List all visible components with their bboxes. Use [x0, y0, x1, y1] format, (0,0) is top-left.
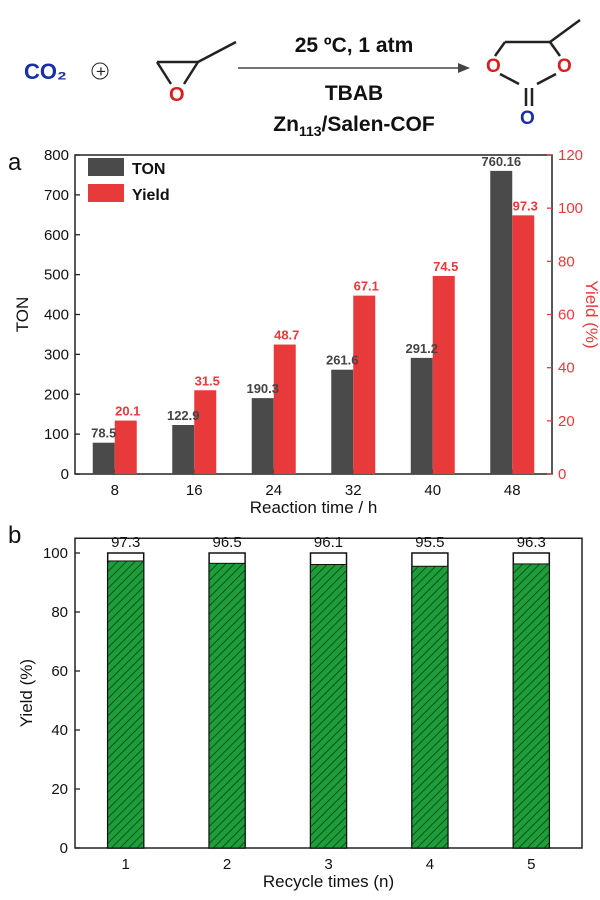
- y-tick-label-a: 700: [44, 187, 69, 204]
- reaction-scheme: CO₂ + O 25 ºC, 1 atm TBAB Zn113/Salen-CO…: [24, 18, 581, 139]
- recycle-value-label: 96.3: [517, 534, 546, 551]
- yield-bar: [273, 344, 296, 474]
- panel-b-letter: b: [8, 522, 21, 549]
- x-tick-label-a: 24: [265, 482, 282, 499]
- y-tick-label-b: 100: [43, 545, 68, 562]
- catalyst-tbab: TBAB: [325, 82, 383, 105]
- plus-circle: [91, 62, 109, 80]
- product-oxygen-carbonyl: O: [520, 108, 535, 129]
- x-tick-label-b: 2: [223, 856, 231, 873]
- recycle-value-label: 95.5: [415, 534, 444, 551]
- product-oxygen-right: O: [557, 56, 572, 77]
- product-structure: [493, 18, 581, 106]
- y2-tick-label-a: 0: [558, 466, 566, 483]
- reaction-arrow: [238, 63, 470, 73]
- y-tick-label-a: 200: [44, 386, 69, 403]
- ton-value-label: 291.2: [405, 341, 438, 356]
- legend-swatch-ton: [88, 158, 124, 176]
- y-tick-label-b: 20: [51, 781, 68, 798]
- panel-a-letter: a: [8, 149, 22, 176]
- y2-tick-label-a: 120: [558, 147, 583, 164]
- y2-axis-title-a: Yield (%): [582, 280, 600, 348]
- y-tick-label-a: 400: [44, 307, 69, 324]
- conditions-text: 25 ºC, 1 atm: [295, 34, 414, 57]
- ton-bar: [251, 398, 274, 474]
- yield-value-label: 97.3: [513, 198, 538, 213]
- x-axis-title-a: Reaction time / h: [250, 498, 378, 517]
- chart-b: 0 20 40 60 80 100 1 97.3 2 96.5 3 96.1 4 95.5 5 96.3 Rec…: [17, 534, 583, 891]
- y2-tick-label-a: 80: [558, 253, 575, 270]
- y-tick-label-a: 300: [44, 346, 69, 363]
- yield-value-label: 74.5: [433, 259, 458, 274]
- ton-bar: [172, 424, 195, 474]
- epoxide-oxygen: O: [169, 84, 185, 106]
- catalyst-cof: Zn113/Salen-COF: [273, 113, 435, 139]
- x-tick-label-a: 8: [111, 482, 119, 499]
- ton-bar: [331, 369, 354, 474]
- ton-value-label: 122.9: [167, 408, 200, 423]
- legend-label-ton: TON: [132, 161, 165, 178]
- recycle-bar: [107, 560, 145, 849]
- y-tick-label-b: 40: [51, 722, 68, 739]
- y-tick-label-b: 0: [60, 840, 68, 857]
- yield-value-label: 67.1: [354, 279, 379, 294]
- ton-value-label: 261.6: [326, 353, 359, 368]
- yield-value-label: 20.1: [115, 404, 140, 419]
- y-tick-label-a: 500: [44, 267, 69, 284]
- recycle-bar: [512, 563, 550, 849]
- x-tick-label-a: 40: [424, 482, 441, 499]
- ton-value-label: 190.3: [246, 381, 279, 396]
- chart-a: 0 100 200 300 400 500 600 700 800 0 20 40 60 80 100 120…: [13, 147, 600, 517]
- y-tick-label-b: 60: [51, 663, 68, 680]
- y-tick-label-b: 80: [51, 604, 68, 621]
- y2-tick-label-a: 40: [558, 360, 575, 377]
- y-axis-title-b: Yield (%): [17, 659, 36, 727]
- ton-value-label: 760.16: [481, 154, 521, 169]
- recycle-bar: [411, 565, 449, 849]
- legend-swatch-yield: [88, 184, 124, 202]
- recycle-bar: [310, 564, 347, 849]
- ton-value-label: 78.5: [91, 426, 116, 441]
- x-tick-label-a: 32: [345, 482, 362, 499]
- plus-sign: +: [96, 62, 106, 81]
- co2-label: CO₂: [24, 59, 67, 84]
- recycle-bar: [208, 562, 246, 849]
- product-oxygen-left: O: [486, 56, 501, 77]
- yield-bar: [512, 215, 535, 474]
- recycle-value-label: 96.5: [212, 534, 241, 551]
- legend-label-yield: Yield: [132, 187, 170, 204]
- recycle-value-label: 97.3: [111, 534, 140, 551]
- recycle-value-label: 96.1: [314, 534, 343, 551]
- y-tick-label-a: 100: [44, 426, 69, 443]
- ton-bar: [410, 357, 433, 474]
- yield-bar: [353, 295, 376, 474]
- x-tick-label-a: 48: [504, 482, 521, 499]
- epoxide-structure: [155, 40, 237, 85]
- y2-tick-label-a: 100: [558, 200, 583, 217]
- y2-tick-label-a: 60: [558, 307, 575, 324]
- yield-value-label: 48.7: [274, 328, 299, 343]
- x-axis-title-b: Recycle times (n): [263, 872, 394, 891]
- yield-bar: [194, 390, 217, 474]
- y2-tick-label-a: 20: [558, 413, 575, 430]
- x-tick-label-b: 3: [324, 856, 332, 873]
- x-tick-label-b: 4: [426, 856, 434, 873]
- y-tick-label-a: 800: [44, 147, 69, 164]
- y-tick-label-a: 0: [61, 466, 69, 483]
- yield-value-label: 31.5: [195, 373, 220, 388]
- yield-bar: [114, 420, 137, 474]
- y-axis-title-a: TON: [13, 297, 32, 333]
- ton-bar: [92, 442, 115, 474]
- yield-bar: [432, 275, 455, 474]
- y-tick-label-a: 600: [44, 227, 69, 244]
- x-tick-label-b: 5: [527, 856, 535, 873]
- x-tick-label-a: 16: [186, 482, 203, 499]
- ton-bar: [490, 170, 513, 474]
- x-tick-label-b: 1: [122, 856, 130, 873]
